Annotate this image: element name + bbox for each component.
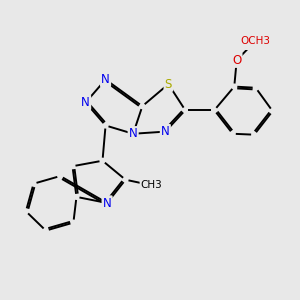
Text: N: N (161, 125, 170, 138)
Text: N: N (81, 96, 90, 109)
Text: S: S (165, 78, 172, 91)
Text: O: O (232, 54, 241, 67)
Text: N: N (101, 73, 110, 86)
Text: N: N (129, 127, 137, 140)
Text: CH3: CH3 (141, 180, 162, 190)
Text: OCH3: OCH3 (241, 36, 271, 46)
Text: N: N (103, 196, 112, 209)
